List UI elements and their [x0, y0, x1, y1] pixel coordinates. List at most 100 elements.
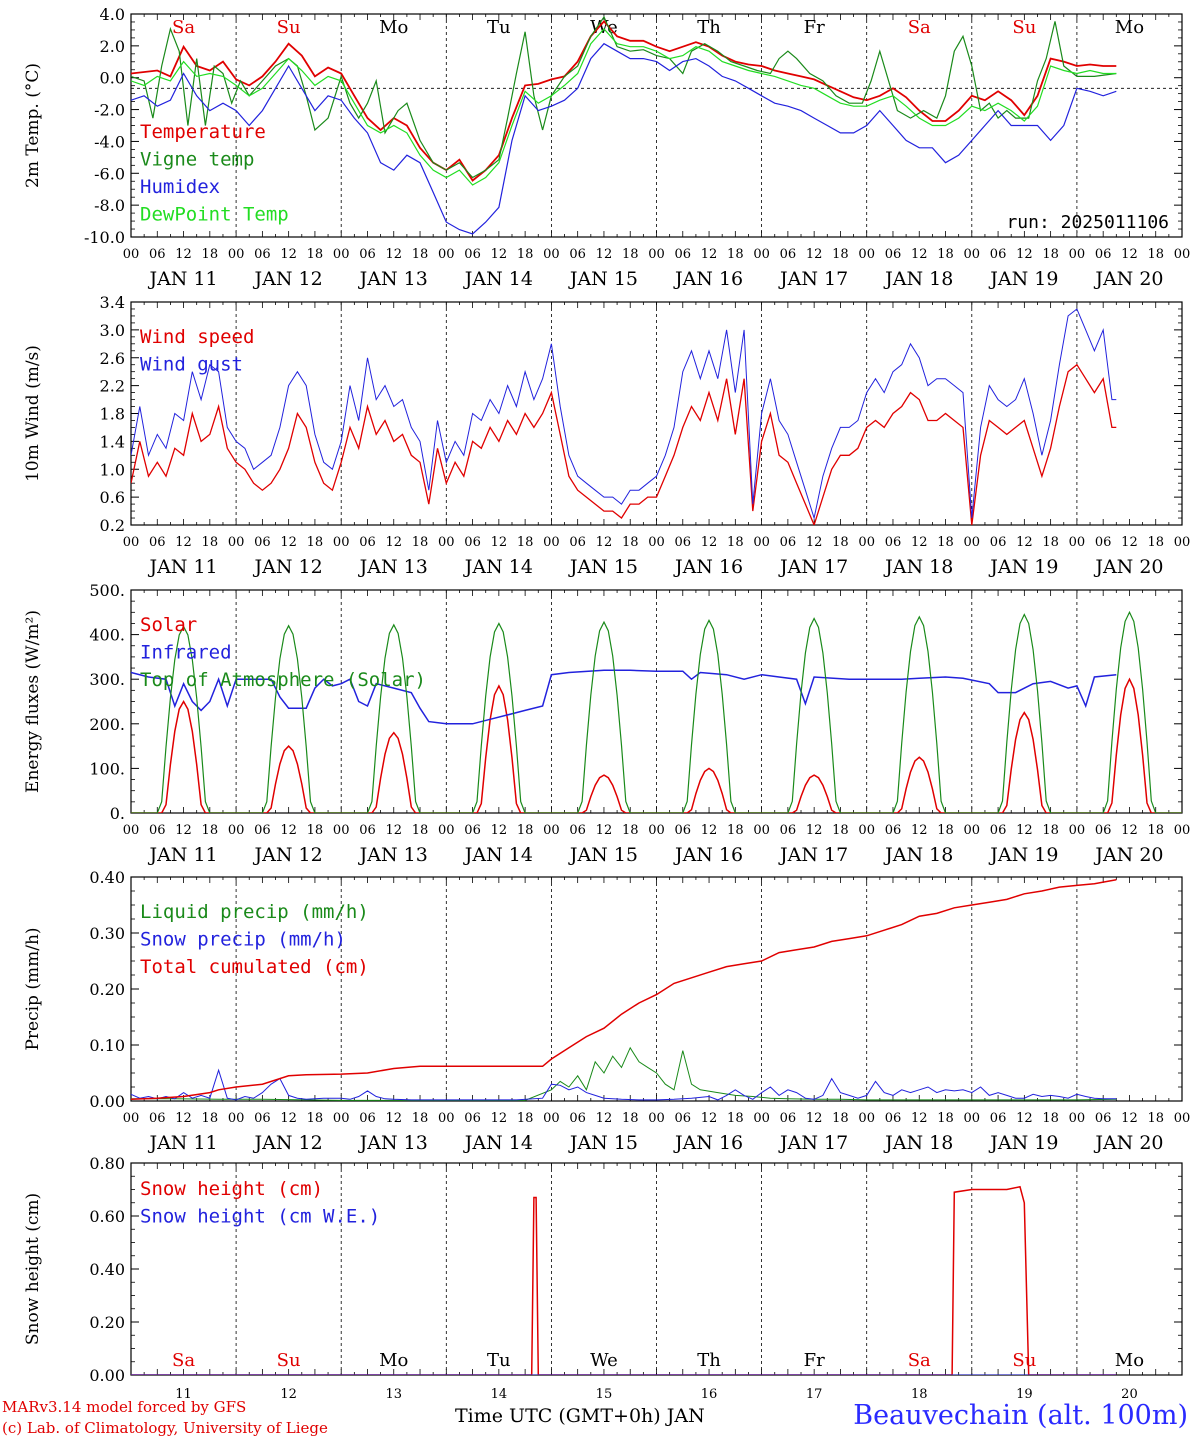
y-tick-label: 3.4 [100, 293, 125, 312]
hour-label: 18 [1147, 247, 1164, 262]
day-label: JAN 19 [988, 556, 1058, 578]
weekday-label: Fr [804, 17, 825, 38]
hour-label: 06 [675, 823, 692, 838]
hour-label: 06 [1095, 247, 1112, 262]
day-label: JAN 13 [358, 268, 428, 290]
legend-entry: Vigne temp [140, 149, 254, 171]
day-label: JAN 11 [147, 1132, 217, 1154]
hour-label: 06 [359, 823, 376, 838]
y-tick-label: 300. [89, 670, 125, 689]
hour-label: 18 [1147, 823, 1164, 838]
hour-label: 12 [1016, 1111, 1033, 1126]
hour-label: 06 [675, 535, 692, 550]
hour-label: 06 [359, 535, 376, 550]
y-tick-label: 0.10 [89, 1036, 125, 1055]
hour-label: 00 [543, 535, 560, 550]
hour-label: 00 [228, 1111, 245, 1126]
legend-entry: Snow precip (mm/h) [140, 929, 346, 951]
weekday-label: Mo [1115, 1350, 1144, 1371]
hour-label: 18 [937, 823, 954, 838]
y-axis-title: 2m Temp. (°C) [23, 63, 43, 188]
hour-label: 06 [149, 823, 166, 838]
y-tick-label: 0.00 [89, 1092, 125, 1111]
hour-label: 18 [412, 1111, 429, 1126]
hour-label: 00 [123, 823, 140, 838]
day-label: JAN 19 [988, 268, 1058, 290]
hour-label: 00 [753, 823, 770, 838]
y-tick-label: 0.0 [100, 69, 125, 88]
y-tick-label: 400. [89, 626, 125, 645]
hour-label: 12 [596, 535, 613, 550]
series-line-1 [131, 1046, 1117, 1101]
hour-label: 18 [622, 247, 639, 262]
hour-label: 00 [1069, 535, 1086, 550]
hour-label: 18 [727, 535, 744, 550]
y-tick-label: 1.0 [100, 460, 125, 479]
weekday-label: Th [697, 1350, 721, 1371]
legend-entry: Liquid precip (mm/h) [140, 901, 369, 923]
y-tick-label: 500. [89, 581, 125, 600]
hour-label: 06 [464, 823, 481, 838]
hour-label: 00 [333, 823, 350, 838]
series-line-3 [131, 610, 1182, 813]
hour-label: 18 [1147, 535, 1164, 550]
hour-label: 12 [491, 823, 508, 838]
hour-label: 00 [753, 535, 770, 550]
y-axis-title: 10m Wind (m/s) [23, 345, 43, 482]
day-label: JAN 17 [778, 844, 848, 866]
y-tick-label: 0.40 [89, 868, 125, 887]
hour-label: 06 [990, 1111, 1007, 1126]
weekday-label: We [590, 1350, 618, 1371]
hour-label: 18 [307, 535, 324, 550]
hour-label: 00 [1174, 823, 1191, 838]
hour-label: 12 [596, 1111, 613, 1126]
hour-label: 06 [990, 247, 1007, 262]
hour-label: 00 [964, 1111, 981, 1126]
hour-label: 18 [727, 823, 744, 838]
legend-entry: Wind gust [140, 354, 243, 376]
y-tick-label: 0.40 [89, 1260, 125, 1279]
hour-label: 06 [359, 247, 376, 262]
legend-entry: Humidex [140, 176, 220, 198]
day-label: JAN 16 [673, 268, 743, 290]
hour-label: 06 [1095, 823, 1112, 838]
hour-label: 00 [333, 247, 350, 262]
hour-label: 12 [175, 823, 192, 838]
day-label: JAN 13 [358, 556, 428, 578]
chart-panel-5: 0.00 0.20 0.40 0.60 0.80 Snow height (cm) Sa Su… [23, 1154, 1183, 1402]
hour-label: 00 [438, 247, 455, 262]
y-tick-label: 100. [89, 759, 125, 778]
day-label: JAN 11 [147, 268, 217, 290]
hour-label: 12 [491, 535, 508, 550]
hour-label: 12 [911, 1111, 928, 1126]
chart-panel-1: -10.0 -8.0 -6.0 -4.0 -2.0 0.0 2.0 4.0 2m Temp. (… [23, 5, 1190, 290]
hour-label: 18 [832, 1111, 849, 1126]
hour-label: 06 [569, 1111, 586, 1126]
y-tick-label: 1.8 [100, 405, 125, 424]
y-tick-label: 0.2 [100, 516, 125, 535]
hour-label: 06 [254, 1111, 271, 1126]
weekday-label: Mo [379, 1350, 408, 1371]
y-tick-label: -4.0 [94, 132, 125, 151]
hour-label: 12 [1016, 823, 1033, 838]
hour-label: 12 [806, 1111, 823, 1126]
hour-label: 00 [228, 535, 245, 550]
hour-label: 18 [412, 247, 429, 262]
y-tick-label: 0.60 [89, 1207, 125, 1226]
y-tick-label: 2.2 [100, 377, 125, 396]
hour-label: 06 [254, 247, 271, 262]
day-number-label: 14 [491, 1387, 508, 1402]
day-label: JAN 18 [883, 556, 953, 578]
hour-label: 06 [569, 823, 586, 838]
plot-frame [130, 589, 1183, 814]
lab-credit: (c) Lab. of Climatology, University of L… [2, 1419, 328, 1437]
hour-label: 18 [412, 823, 429, 838]
day-number-label: 18 [911, 1387, 928, 1402]
hour-label: 00 [753, 1111, 770, 1126]
day-label: JAN 12 [253, 556, 323, 578]
hour-label: 00 [753, 247, 770, 262]
hour-label: 18 [202, 823, 219, 838]
hour-label: 18 [517, 1111, 534, 1126]
legend-entry: Temperature [140, 121, 266, 143]
legend-entry: Snow height (cm) [140, 1178, 323, 1200]
